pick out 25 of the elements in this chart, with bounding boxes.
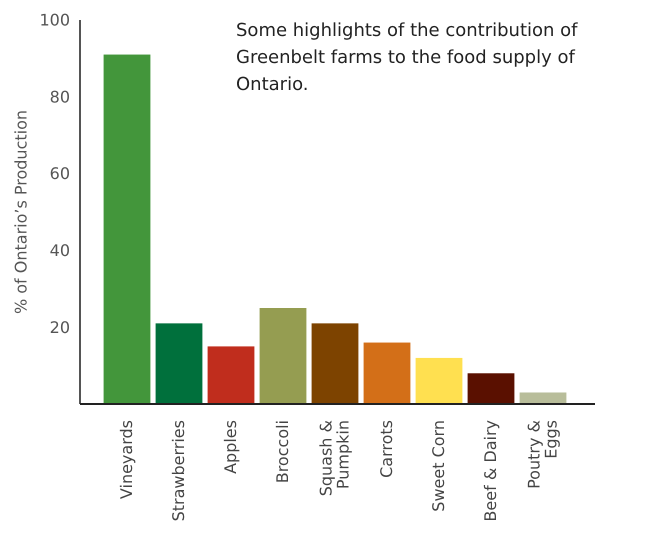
bar bbox=[416, 358, 462, 404]
y-tick-label: 40 bbox=[50, 241, 70, 260]
x-tick-label: Sweet Corn bbox=[429, 420, 448, 512]
y-tick-label: 20 bbox=[50, 318, 70, 337]
x-tick-label: Vineyards bbox=[117, 420, 136, 500]
bar bbox=[312, 323, 358, 404]
x-tick-label: Beef & Dairy bbox=[481, 420, 500, 522]
bar bbox=[208, 346, 254, 404]
y-tick-label: 80 bbox=[50, 87, 70, 106]
y-axis-title: % of Ontario’s Production bbox=[11, 110, 30, 314]
bar bbox=[520, 392, 566, 404]
text: Some highlights of the contribution of Greenbelt farms to the food supply of Ontario. bbox=[236, 20, 578, 95]
x-tick-label: Broccoli bbox=[273, 420, 292, 484]
bar bbox=[468, 373, 514, 404]
bar bbox=[364, 342, 410, 404]
x-tick-label: Poutry & Eggs bbox=[524, 420, 560, 489]
x-tick-label: Strawberries bbox=[169, 420, 188, 522]
x-tick-label: Squash & Pumpkin bbox=[316, 420, 352, 496]
y-tick-label: 100 bbox=[39, 10, 70, 30]
x-tick-label: Apples bbox=[221, 420, 240, 474]
x-tick-label: Carrots bbox=[377, 420, 396, 478]
y-tick-label: 60 bbox=[50, 164, 70, 184]
bar bbox=[260, 308, 306, 404]
bar bbox=[104, 54, 150, 404]
bar bbox=[156, 323, 202, 404]
